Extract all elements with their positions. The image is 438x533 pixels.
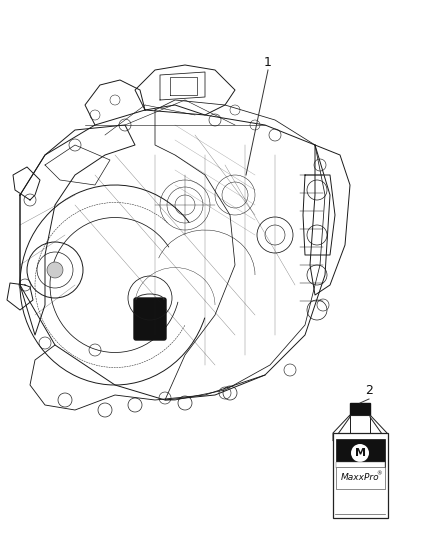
- Text: MaxxPro: MaxxPro: [341, 473, 379, 482]
- FancyBboxPatch shape: [336, 439, 385, 467]
- FancyBboxPatch shape: [336, 467, 385, 489]
- FancyBboxPatch shape: [134, 298, 166, 340]
- Polygon shape: [370, 415, 387, 441]
- Polygon shape: [333, 415, 350, 441]
- Text: ®: ®: [376, 472, 382, 477]
- Text: M: M: [354, 448, 365, 458]
- FancyBboxPatch shape: [350, 415, 370, 433]
- FancyBboxPatch shape: [336, 462, 385, 468]
- Circle shape: [351, 444, 369, 462]
- FancyBboxPatch shape: [333, 433, 388, 518]
- Text: 2: 2: [365, 384, 373, 398]
- Circle shape: [47, 262, 63, 278]
- Text: 1: 1: [264, 55, 272, 69]
- FancyBboxPatch shape: [350, 403, 370, 415]
